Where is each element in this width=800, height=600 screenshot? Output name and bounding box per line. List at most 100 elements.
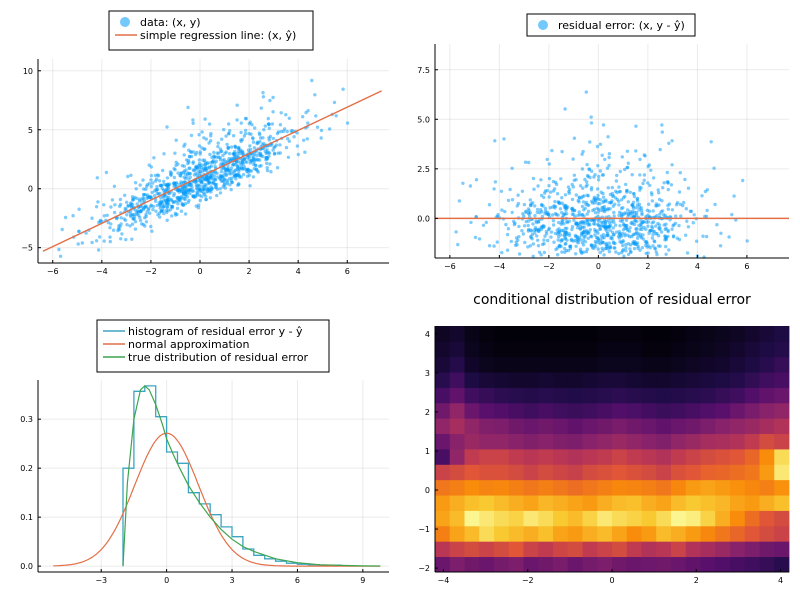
residual-point: [622, 223, 626, 227]
data-point: [211, 180, 215, 184]
heatmap-cell: [597, 372, 613, 388]
residual-point: [666, 203, 670, 208]
heatmap-cell: [597, 418, 613, 435]
data-point: [105, 213, 109, 217]
residual-point: [522, 224, 527, 228]
data-point: [149, 178, 153, 182]
data-point: [146, 206, 151, 210]
legend-marker: [538, 20, 548, 30]
data-point: [158, 215, 162, 219]
heatmap-cell: [744, 541, 760, 558]
data-point: [123, 193, 127, 197]
residual-point: [556, 238, 560, 242]
residual-point: [644, 251, 648, 256]
residual-point: [631, 241, 635, 246]
data-point: [240, 161, 245, 165]
heatmap-cell: [685, 449, 701, 465]
data-point: [106, 220, 111, 225]
residual-point: [573, 208, 577, 213]
residual-point: [617, 199, 621, 203]
data-point: [332, 100, 337, 105]
residual-point: [638, 157, 642, 162]
heatmap-cell: [744, 449, 760, 465]
heatmap-cell: [479, 418, 495, 435]
data-point: [142, 187, 146, 191]
residual-point: [638, 185, 642, 189]
residual-point: [526, 207, 531, 211]
heatmap-cell: [774, 326, 790, 342]
residual-point: [621, 249, 625, 253]
heatmap-cell: [479, 326, 495, 342]
residual-point: [551, 179, 556, 184]
residual-point: [613, 246, 617, 250]
residual-point: [527, 212, 531, 216]
residual-point: [598, 198, 603, 202]
data-point: [132, 214, 137, 219]
residual-point: [541, 204, 545, 208]
data-point: [174, 163, 178, 168]
residual-point: [577, 210, 581, 214]
residual-point: [576, 241, 581, 245]
residual-point: [580, 204, 585, 209]
residual-point: [545, 157, 549, 162]
data-point: [190, 189, 195, 193]
residual-point: [591, 222, 596, 226]
data-point: [179, 195, 184, 199]
data-point: [125, 213, 129, 217]
heatmap-cell: [656, 556, 672, 573]
residual-point: [599, 190, 603, 194]
heatmap-cell: [479, 479, 495, 496]
heatmap-cell: [523, 418, 539, 435]
residual-point: [536, 184, 540, 188]
residual-point: [590, 169, 594, 173]
heatmap-cell: [685, 372, 701, 388]
residual-point: [612, 210, 616, 215]
legend-entry-label: residual error: (x, y - ŷ): [558, 19, 685, 32]
heatmap-cell: [715, 418, 731, 435]
data-point: [166, 187, 171, 191]
data-point: [125, 223, 129, 227]
residual-point: [619, 198, 624, 202]
residual-point: [582, 234, 586, 239]
data-point: [261, 91, 265, 95]
heatmap-cell: [656, 326, 672, 342]
residual-point: [589, 234, 593, 238]
heatmap-cell: [523, 433, 539, 450]
data-point: [243, 131, 248, 136]
residual-point: [477, 237, 482, 241]
residual-point: [611, 226, 615, 230]
data-point: [169, 197, 173, 201]
residual-point: [552, 204, 556, 208]
data-point: [203, 177, 207, 182]
data-point: [152, 156, 156, 160]
data-point: [141, 178, 145, 182]
residual-point: [562, 234, 566, 238]
data-point: [212, 150, 216, 155]
residual-point: [499, 189, 504, 193]
heatmap-cell: [464, 402, 480, 419]
data-point: [231, 134, 236, 138]
heatmap-cell: [700, 495, 716, 511]
residual-point: [572, 178, 576, 182]
data-point: [248, 169, 252, 173]
heatmap-cell: [656, 479, 672, 496]
data-point: [194, 193, 198, 197]
heatmap-cell: [435, 341, 451, 358]
heatmap-cell: [553, 479, 569, 496]
residual-point: [534, 220, 539, 225]
residual-point: [510, 198, 515, 202]
residual-point: [558, 207, 563, 211]
x-tick-label: 2: [247, 267, 252, 276]
data-point: [161, 199, 166, 203]
data-point: [113, 203, 117, 207]
residual-point: [659, 230, 664, 234]
data-point: [71, 214, 75, 218]
heatmap-cell: [567, 372, 583, 388]
heatmap-cell: [435, 402, 451, 419]
y-tick-label: 0: [28, 185, 33, 194]
data-point: [196, 203, 201, 207]
heatmap-cell: [449, 556, 465, 573]
residual-point: [531, 242, 535, 246]
data-point: [215, 151, 219, 155]
residual-point: [650, 193, 654, 197]
